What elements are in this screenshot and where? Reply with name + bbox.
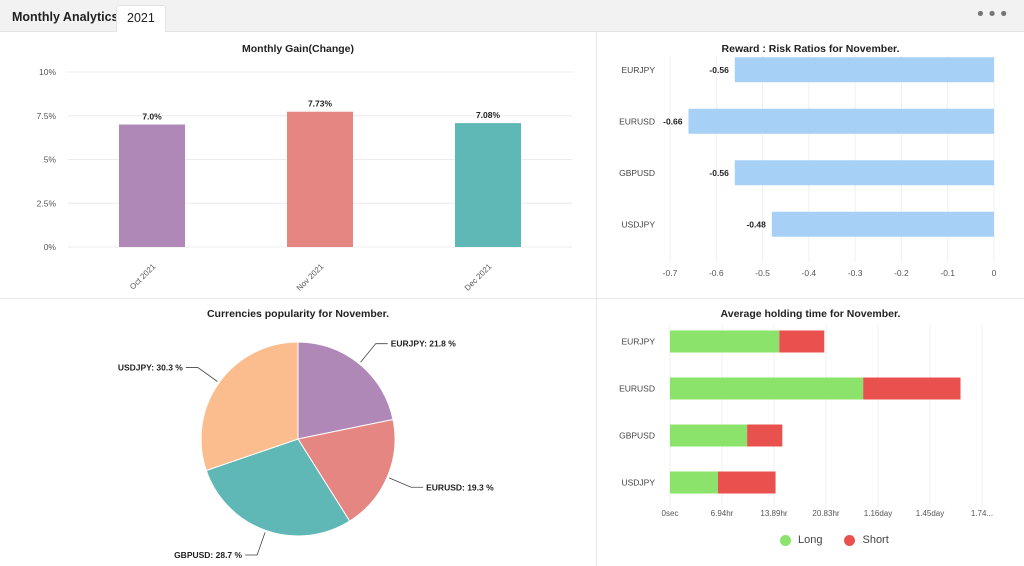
y-category-label: GBPUSD [619, 168, 655, 178]
x-tick-label: -0.4 [802, 268, 817, 278]
horizontal-divider [0, 298, 1024, 299]
x-tick-label: Oct 2021 [128, 262, 158, 292]
tab-bar: Monthly Analytics 2021 ••• [0, 0, 1024, 32]
more-options-icon[interactable]: ••• [975, 4, 1010, 25]
bar-long-0 [670, 330, 780, 353]
tab-2021[interactable]: 2021 [116, 5, 166, 32]
bar-short-2 [747, 424, 783, 447]
bar-0 [119, 124, 185, 247]
pie-slice-1 [297, 418, 396, 522]
bar-long-2 [670, 424, 748, 447]
x-tick-label: -0.2 [894, 268, 909, 278]
x-tick-label: 1.16day [864, 509, 892, 518]
bar-value-label: -0.48 [746, 219, 766, 229]
pie-leader-line [245, 532, 266, 556]
bar-0 [734, 57, 994, 83]
y-category-label: USDJPY [621, 219, 655, 229]
x-tick-label: 6.94hr [711, 509, 734, 518]
y-category-label: EURUSD [619, 116, 655, 126]
x-tick-label: 1.45day [916, 509, 944, 518]
x-tick-label: 13.89hr [760, 509, 787, 518]
x-tick-label: -0.5 [755, 268, 770, 278]
bar-value-label: 7.0% [142, 112, 162, 122]
bar-1 [287, 111, 353, 247]
x-tick-label: Dec 2021 [463, 262, 494, 293]
page-title-tab[interactable]: Monthly Analytics [12, 10, 119, 24]
x-tick-label: 20.83hr [812, 509, 839, 518]
y-category-label: USDJPY [621, 478, 655, 488]
bar-2 [734, 160, 994, 186]
bar-value-label: -0.66 [663, 116, 683, 126]
y-category-label: EURJPY [621, 65, 655, 75]
holding-time-chart: 0sec 6.94hr 13.89hr 20.83hr 1.16day 1.45day 1.… [619, 324, 993, 518]
bar-value-label: -0.56 [709, 65, 729, 75]
bar-short-0 [779, 330, 825, 353]
legend-item-long[interactable]: Long [780, 534, 822, 546]
pie-slice-0 [297, 341, 394, 440]
pie-slice-label: USDJPY: 30.3 % [118, 363, 183, 373]
pie-slice-2 [205, 438, 351, 537]
bar-value-label: 7.73% [308, 99, 333, 109]
x-tick-label: 0 [992, 268, 997, 278]
x-tick-label: 1.74... [971, 509, 993, 518]
bar-short-1 [863, 377, 961, 400]
legend-long-label: Long [798, 534, 823, 546]
holding-chart-title: Average holding time for November. [720, 308, 901, 320]
x-tick-label: -0.6 [709, 268, 724, 278]
popularity-chart-title: Currencies popularity for November. [206, 308, 390, 320]
y-category-label: GBPUSD [619, 431, 655, 441]
y-tick-label: 0% [44, 242, 57, 252]
pie-slice-label: EURUSD: 19.3 % [426, 482, 494, 492]
pie-slice-label: EURJPY: 21.8 % [391, 339, 456, 349]
y-tick-label: 5% [44, 155, 57, 165]
y-category-label: EURJPY [621, 337, 655, 347]
pie-leader-line [388, 477, 424, 488]
bar-value-label: -0.56 [709, 168, 729, 178]
x-tick-label: Nov 2021 [295, 262, 326, 293]
y-tick-label: 10% [39, 67, 56, 77]
bar-1 [688, 108, 994, 134]
x-tick-label: -0.3 [848, 268, 863, 278]
legend-short-label: Short [862, 534, 889, 546]
reward-risk-chart: -0.7 -0.6 -0.5 -0.4 -0.3 -0.2 -0.1 0 -0.56 EURJPY… [619, 56, 997, 278]
x-tick-label: 0sec [662, 509, 679, 518]
pie-leader-line [185, 367, 218, 382]
legend-long-swatch [780, 534, 791, 546]
x-tick-label: -0.7 [663, 268, 678, 278]
currency-popularity-chart: EURJPY: 21.8 % EURUSD: 19.3 % GBPUSD: 28.7… [118, 339, 494, 560]
bar-short-3 [717, 471, 776, 494]
gain-chart-title: Monthly Gain(Change) [242, 43, 354, 55]
y-tick-label: 2.5% [37, 198, 57, 208]
pie-slice-3 [200, 341, 299, 472]
bar-2 [455, 123, 521, 247]
vertical-divider [596, 32, 597, 566]
legend-item-short[interactable]: Short [844, 534, 889, 546]
bar-3 [771, 211, 994, 237]
reward-chart-title: Reward : Risk Ratios for November. [721, 43, 900, 55]
monthly-gain-chart: 0% 2.5% 5% 7.5% 10% 7.0% Oct 2021 7.73% Nov 2021… [37, 67, 572, 293]
pie-leader-line [360, 343, 388, 363]
holding-legend: Long Short [780, 534, 889, 546]
bar-long-1 [670, 377, 864, 400]
y-category-label: EURUSD [619, 384, 655, 394]
bar-value-label: 7.08% [476, 110, 501, 120]
legend-short-swatch [844, 534, 856, 546]
bar-long-3 [670, 471, 718, 494]
y-tick-label: 7.5% [37, 111, 57, 121]
pie-slice-label: GBPUSD: 28.7 % [174, 550, 242, 560]
x-tick-label: -0.1 [940, 268, 955, 278]
